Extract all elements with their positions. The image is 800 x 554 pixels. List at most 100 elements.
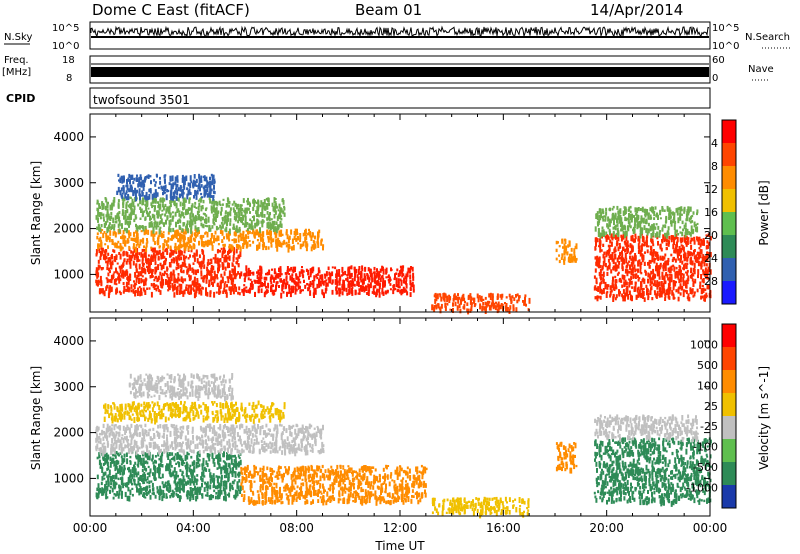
data-speckle <box>409 267 412 274</box>
data-speckle <box>621 221 624 226</box>
data-speckle <box>643 297 646 302</box>
data-speckle <box>219 283 222 288</box>
data-speckle <box>602 278 605 284</box>
data-speckle <box>222 465 225 471</box>
data-speckle <box>216 235 219 239</box>
data-speckle <box>689 221 692 224</box>
data-speckle <box>150 180 152 185</box>
data-speckle <box>639 230 642 236</box>
data-speckle <box>206 266 209 271</box>
data-speckle <box>479 303 482 310</box>
data-speckle <box>649 290 652 295</box>
data-speckle <box>132 243 135 249</box>
data-speckle <box>140 181 143 188</box>
data-speckle <box>242 198 245 203</box>
data-speckle <box>648 261 651 265</box>
data-speckle <box>296 228 298 235</box>
data-speckle <box>687 212 690 216</box>
data-speckle <box>652 208 655 214</box>
data-speckle <box>142 226 145 232</box>
data-speckle <box>625 281 628 286</box>
data-speckle <box>253 203 256 207</box>
data-speckle <box>111 239 114 245</box>
data-speckle <box>154 276 157 279</box>
data-speckle <box>653 273 656 277</box>
data-speckle <box>148 485 151 489</box>
data-speckle <box>197 285 200 291</box>
data-speckle <box>190 209 193 214</box>
data-speckle <box>446 302 449 306</box>
data-speckle <box>384 290 387 295</box>
data-speckle <box>227 472 230 479</box>
data-speckle <box>133 280 135 283</box>
data-speckle <box>167 206 170 213</box>
data-speckle <box>163 174 166 179</box>
data-speckle <box>124 272 127 277</box>
data-speckle <box>239 246 242 252</box>
data-speckle <box>700 249 703 255</box>
data-speckle <box>149 188 152 191</box>
data-speckle <box>385 276 388 279</box>
data-speckle <box>389 278 392 281</box>
data-speckle <box>402 279 405 284</box>
data-speckle <box>168 282 171 287</box>
data-speckle <box>630 261 633 266</box>
data-speckle <box>138 286 141 289</box>
data-speckle <box>198 283 201 288</box>
data-speckle <box>457 298 460 304</box>
data-speckle <box>184 278 187 282</box>
data-speckle <box>208 262 211 265</box>
data-speckle <box>139 290 142 297</box>
data-speckle <box>409 280 412 286</box>
data-speckle <box>145 205 148 212</box>
data-speckle <box>614 249 617 253</box>
data-speckle <box>183 231 185 235</box>
data-speckle <box>257 200 260 205</box>
data-speckle <box>131 473 134 480</box>
data-speckle <box>177 263 180 270</box>
data-speckle <box>634 275 637 279</box>
data-speckle <box>113 479 115 485</box>
data-speckle <box>213 223 216 226</box>
data-speckle <box>618 255 620 260</box>
data-speckle <box>637 221 640 228</box>
data-speckle <box>106 467 109 471</box>
data-speckle <box>177 453 180 460</box>
data-speckle <box>167 231 170 235</box>
data-speckle <box>275 281 278 287</box>
data-speckle <box>209 238 212 244</box>
data-speckle <box>210 208 213 214</box>
data-speckle <box>141 453 144 457</box>
data-speckle <box>233 209 236 213</box>
data-speckle <box>121 192 124 195</box>
data-speckle <box>271 469 274 476</box>
data-speckle <box>197 451 200 456</box>
data-speckle <box>105 233 108 238</box>
data-speckle <box>171 283 174 289</box>
data-speckle <box>617 214 620 220</box>
data-speckle <box>198 173 201 179</box>
data-speckle <box>98 212 101 217</box>
data-speckle <box>207 455 210 459</box>
data-speckle <box>208 284 210 288</box>
data-speckle <box>256 271 258 274</box>
data-speckle <box>249 211 251 214</box>
data-speckle <box>286 269 289 274</box>
data-speckle <box>677 270 680 276</box>
data-speckle <box>683 264 685 271</box>
data-speckle <box>357 280 360 286</box>
data-speckle <box>706 252 708 258</box>
data-speckle <box>234 454 236 458</box>
data-speckle <box>289 291 292 298</box>
data-speckle <box>282 200 285 205</box>
data-speckle <box>657 257 660 261</box>
data-speckle <box>280 218 283 221</box>
data-speckle <box>673 212 676 218</box>
data-speckle <box>276 246 279 252</box>
data-speckle <box>235 495 238 498</box>
data-speckle <box>686 209 689 213</box>
data-speckle <box>632 273 635 279</box>
data-speckle <box>102 232 105 239</box>
data-speckle <box>129 273 131 277</box>
data-speckle <box>245 270 248 277</box>
